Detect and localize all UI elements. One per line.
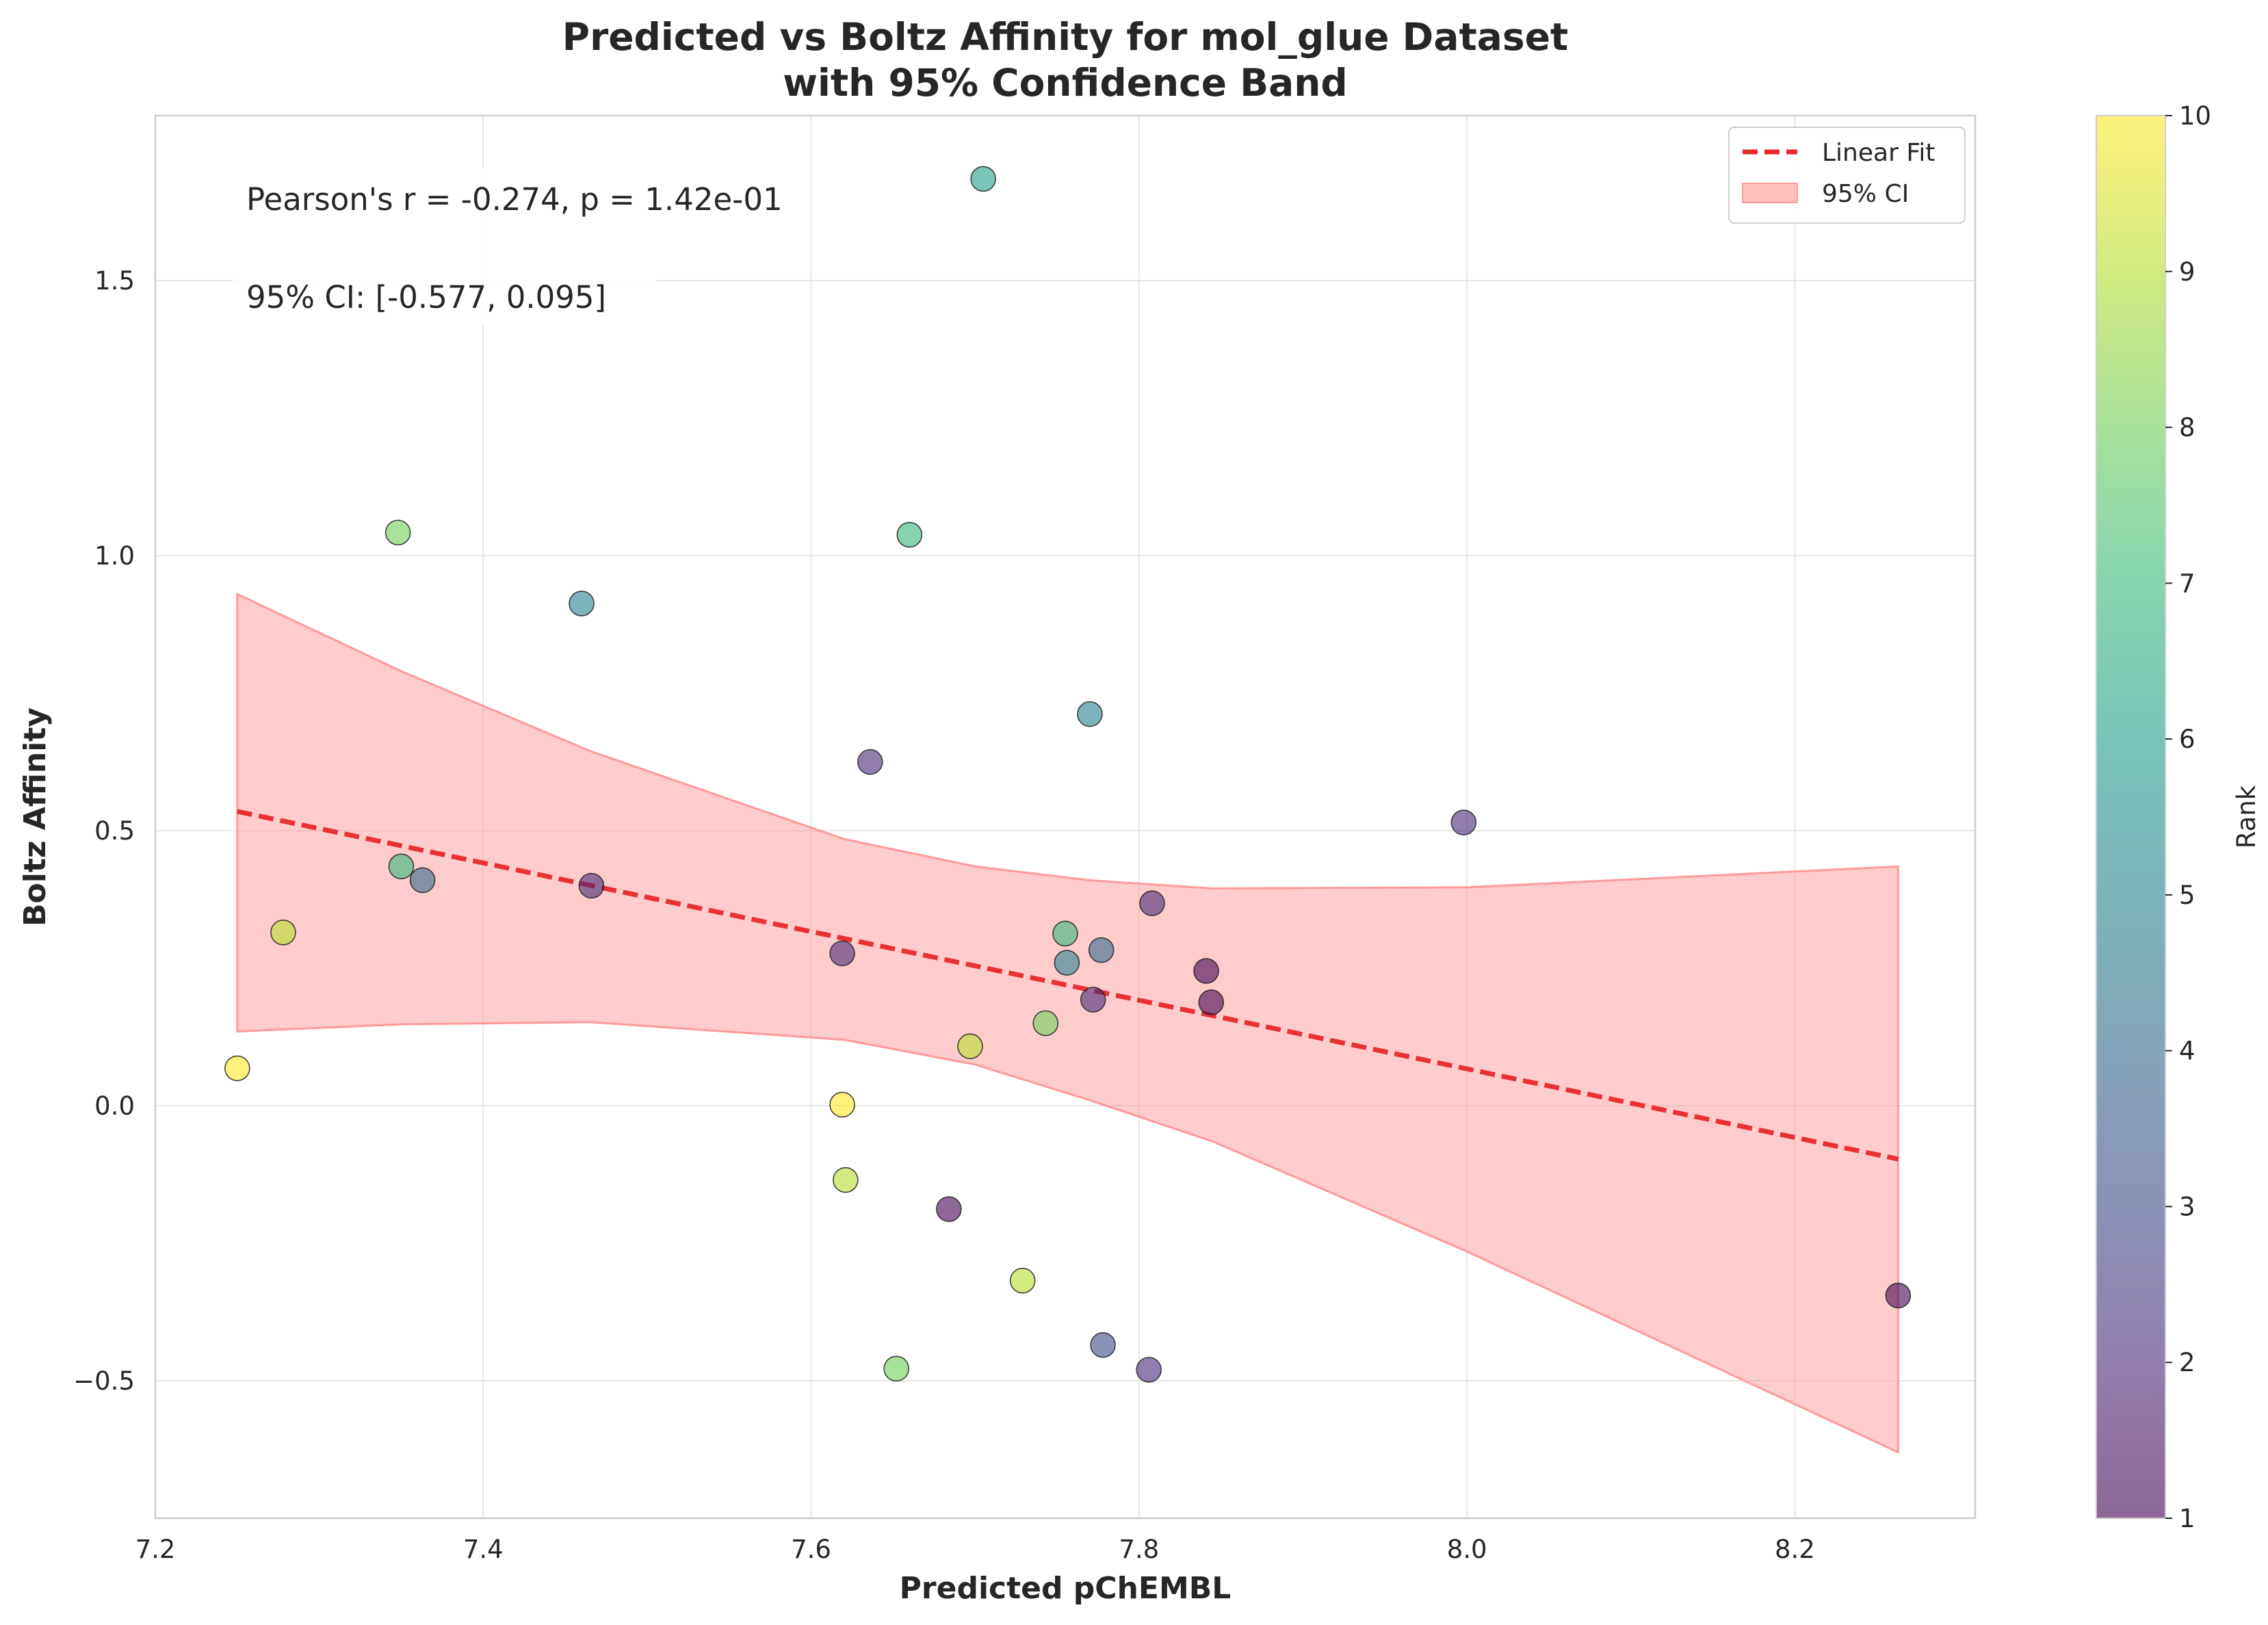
colorbar-tick-label: 5 — [2179, 881, 2195, 910]
colorbar: 1 2 3 4 5 6 7 8 9 10 Rank — [2096, 101, 2261, 1533]
legend-linear-fit-label: Linear Fit — [1822, 139, 1935, 167]
y-tick-labels: −0.5 0.0 0.5 1.0 1.5 — [73, 266, 135, 1396]
data-point — [388, 853, 415, 880]
legend-ci-swatch — [1742, 183, 1798, 203]
colorbar-tick-label: 8 — [2179, 413, 2195, 443]
x-tick-label: 7.2 — [135, 1535, 176, 1564]
ci-annotation: 95% CI: [-0.577, 0.095] — [246, 279, 606, 315]
data-point — [1450, 809, 1477, 835]
data-point — [384, 519, 411, 546]
data-point — [270, 920, 296, 946]
linear-fit-line — [237, 809, 1899, 1162]
data-point — [1885, 1282, 1912, 1309]
points-layer — [224, 166, 1912, 1383]
y-tick-label: 0.0 — [94, 1091, 135, 1121]
data-point — [970, 166, 996, 192]
colorbar-tick-label: 6 — [2179, 725, 2195, 754]
data-point — [1077, 701, 1103, 727]
y-axis-title: Boltz Affinity — [18, 707, 53, 926]
colorbar-tick-labels: 1 2 3 4 5 6 7 8 9 10 — [2165, 101, 2211, 1533]
pearson-annotation: Pearson's r = -0.274, p = 1.42e-01 — [246, 181, 783, 218]
y-tick-label: 1.0 — [94, 541, 135, 571]
confidence-band-layer — [236, 593, 1899, 1454]
data-point — [829, 940, 855, 967]
data-point — [1032, 1010, 1059, 1037]
data-point — [578, 872, 605, 899]
colorbar-gradient — [2096, 116, 2165, 1518]
data-point — [936, 1196, 962, 1222]
data-point — [569, 590, 595, 616]
data-point — [409, 867, 436, 894]
x-axis-title: Predicted pChEMBL — [900, 1571, 1231, 1606]
x-tick-label: 8.2 — [1775, 1535, 1815, 1564]
x-tick-labels: 7.2 7.4 7.6 7.8 8.0 8.2 — [135, 1535, 1815, 1564]
y-tick-label: 1.5 — [94, 266, 135, 296]
data-point — [1054, 950, 1080, 976]
colorbar-tick-label: 2 — [2179, 1348, 2195, 1377]
legend-ci-label: 95% CI — [1822, 180, 1909, 208]
data-point — [224, 1055, 250, 1082]
legend: Linear Fit 95% CI — [1728, 127, 1966, 224]
x-tick-label: 8.0 — [1447, 1535, 1487, 1564]
data-point — [1052, 920, 1078, 947]
data-point — [1193, 958, 1219, 984]
colorbar-tick-label: 10 — [2179, 101, 2211, 131]
colorbar-label: Rank — [2232, 785, 2261, 848]
chart-title-line-1: Predicted vs Boltz Affinity for mol_glue… — [562, 15, 1568, 59]
data-point — [1080, 987, 1106, 1013]
y-tick-label: 0.5 — [94, 816, 135, 846]
data-point — [829, 1091, 855, 1118]
data-point — [1198, 989, 1225, 1015]
data-point — [1136, 1357, 1162, 1383]
x-tick-label: 7.8 — [1119, 1535, 1159, 1564]
data-point — [833, 1167, 859, 1193]
plot-frame — [154, 114, 1977, 1520]
colorbar-frame — [2096, 115, 2166, 1519]
data-point — [883, 1355, 909, 1382]
chart-title-line-2: with 95% Confidence Band — [783, 61, 1348, 105]
x-tick-label: 7.4 — [463, 1535, 504, 1564]
colorbar-tick-label: 7 — [2179, 569, 2195, 598]
data-point — [1009, 1267, 1036, 1294]
colorbar-tick-label: 3 — [2179, 1192, 2195, 1221]
confidence-band — [236, 593, 1899, 1454]
data-point — [957, 1033, 983, 1060]
y-tick-label: −0.5 — [73, 1366, 135, 1396]
colorbar-tick-label: 4 — [2179, 1037, 2195, 1066]
data-point — [1088, 937, 1115, 963]
x-tick-label: 7.6 — [791, 1535, 831, 1564]
colorbar-tick-label: 9 — [2179, 257, 2195, 287]
data-point — [896, 521, 923, 548]
data-point — [1090, 1331, 1116, 1358]
annotation-box — [233, 168, 657, 324]
fit-line-layer — [237, 809, 1899, 1162]
colorbar-tick-label: 1 — [2179, 1504, 2195, 1533]
data-point — [1139, 890, 1165, 917]
data-point — [857, 749, 883, 775]
